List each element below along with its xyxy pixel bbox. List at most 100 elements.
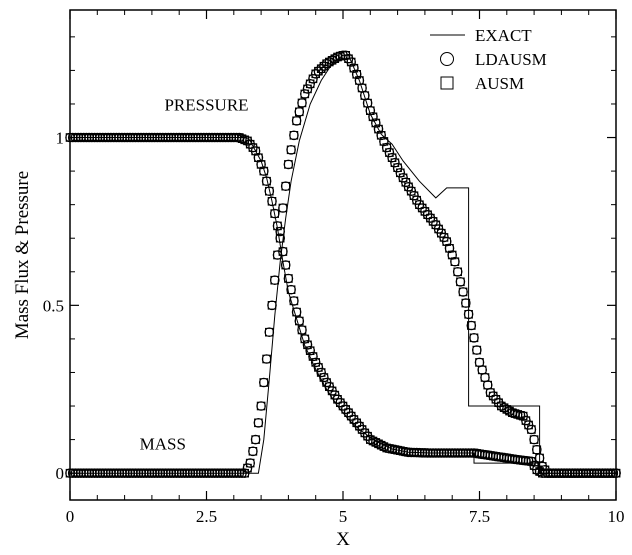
ausm-point-pressure [366, 435, 375, 444]
ausm-point-mass [325, 57, 334, 67]
legend: EXACT LDAUSM AUSM [430, 26, 547, 93]
ldausm-point-mass [245, 458, 255, 468]
x-tick-label: 7.5 [469, 507, 490, 526]
ausm-point-pressure [376, 440, 386, 450]
ausm-point-pressure [235, 133, 244, 142]
exact-line-pressure [70, 137, 616, 474]
ausm-point-mass [390, 158, 400, 167]
ausm-point-mass [445, 244, 454, 253]
x-axis-ticks: 0 2.5 5 7.5 10 [66, 10, 625, 526]
ldausm-point-mass [316, 63, 327, 74]
annotation-pressure: PRESSURE [164, 96, 248, 115]
ldausm-point-pressure [280, 260, 291, 270]
ldausm-point-mass [313, 66, 324, 76]
ldausm-point-mass [283, 159, 294, 170]
ausm-point-pressure [265, 186, 274, 196]
ausm-point-pressure [316, 368, 326, 377]
ausm-point-mass [262, 354, 271, 364]
ausm-point-pressure [305, 346, 315, 355]
ausm-point-mass [371, 118, 381, 128]
ausm-point-mass [330, 54, 340, 64]
ldausm-point-mass [458, 287, 468, 297]
ausm-point-mass [404, 182, 413, 192]
x-axis-title: X [336, 529, 350, 550]
ausm-point-mass [447, 250, 457, 260]
ldausm-point-pressure [294, 316, 305, 326]
ausm-point-pressure [297, 325, 307, 335]
ldausm-point-mass [286, 145, 296, 155]
ausm-point-mass [352, 70, 361, 79]
annotation-mass: MASS [140, 435, 186, 454]
ausm-point-pressure [314, 363, 323, 372]
ausm-point-mass [275, 227, 285, 236]
ausm-point-mass [346, 57, 356, 67]
ausm-point-mass [281, 181, 290, 191]
ausm-point-mass [251, 435, 260, 444]
ausm-point-mass [344, 54, 353, 64]
ausm-point-mass [316, 64, 326, 74]
ldausm-point-mass [308, 74, 318, 84]
ausm-point-pressure [341, 405, 350, 414]
ausm-point-mass [521, 416, 531, 425]
ausm-point-pressure [286, 285, 296, 294]
ausm-point-mass [314, 66, 323, 76]
ausm-point-pressure [379, 442, 389, 451]
ausm-point-mass [412, 195, 421, 205]
ausm-point-pressure [292, 307, 301, 317]
ldausm-point-mass [270, 275, 280, 286]
ausm-point-pressure [273, 221, 282, 231]
ausm-point-mass [336, 51, 345, 61]
ldausm-point-mass [294, 107, 305, 117]
series-ausm [65, 51, 621, 478]
y-axis-title: Mass Flux & Pressure [12, 171, 33, 339]
ausm-point-mass [393, 163, 402, 172]
ausm-point-mass [278, 203, 288, 213]
ausm-point-mass [254, 418, 263, 428]
annotations: PRESSURE MASS [140, 96, 249, 454]
ausm-point-mass [265, 327, 274, 337]
ldausm-point-mass [291, 116, 302, 126]
ausm-point-mass [420, 207, 430, 216]
ausm-point-pressure [237, 134, 247, 143]
ausm-point-mass [256, 401, 266, 411]
ausm-point-mass [284, 160, 293, 169]
ausm-point-mass [532, 445, 542, 454]
ausm-point-mass [382, 143, 391, 152]
ausm-point-pressure [256, 160, 266, 169]
ldausm-point-mass [455, 277, 466, 287]
ldausm-point-mass [297, 98, 307, 108]
ausm-point-pressure [385, 444, 394, 453]
x-tick-label: 10 [608, 507, 625, 526]
ausm-point-pressure [251, 146, 260, 156]
ausm-point-mass [273, 250, 282, 260]
ausm-point-mass [305, 79, 315, 89]
ausm-point-pressure [259, 166, 269, 176]
ausm-point-mass [368, 112, 378, 122]
ausm-point-mass [458, 287, 468, 297]
ldausm-point-mass [452, 267, 463, 277]
ldausm-point-mass [289, 130, 299, 141]
ausm-point-mass [243, 463, 252, 473]
ausm-point-mass [401, 178, 411, 187]
ausm-point-mass [297, 98, 307, 108]
ausm-point-mass [518, 411, 528, 421]
ldausm-point-mass [302, 84, 313, 94]
ldausm-point-mass [472, 345, 482, 355]
ldausm-point-mass [261, 354, 272, 364]
ausm-point-mass [477, 365, 487, 375]
ausm-point-mass [327, 56, 337, 65]
y-tick-label: 1 [56, 129, 65, 148]
ldausm-point-mass [278, 203, 288, 213]
ausm-point-mass [267, 301, 277, 310]
ausm-point-pressure [240, 135, 249, 145]
ldausm-point-mass [242, 463, 253, 473]
ausm-point-mass [524, 420, 533, 430]
ausm-point-pressure [396, 446, 405, 455]
ausm-point-mass [406, 186, 416, 196]
x-tick-label: 5 [339, 507, 348, 526]
ausm-point-mass [398, 173, 408, 183]
legend-swatch-circle [440, 52, 454, 66]
ldausm-point-mass [267, 300, 277, 311]
ausm-point-mass [529, 435, 539, 444]
